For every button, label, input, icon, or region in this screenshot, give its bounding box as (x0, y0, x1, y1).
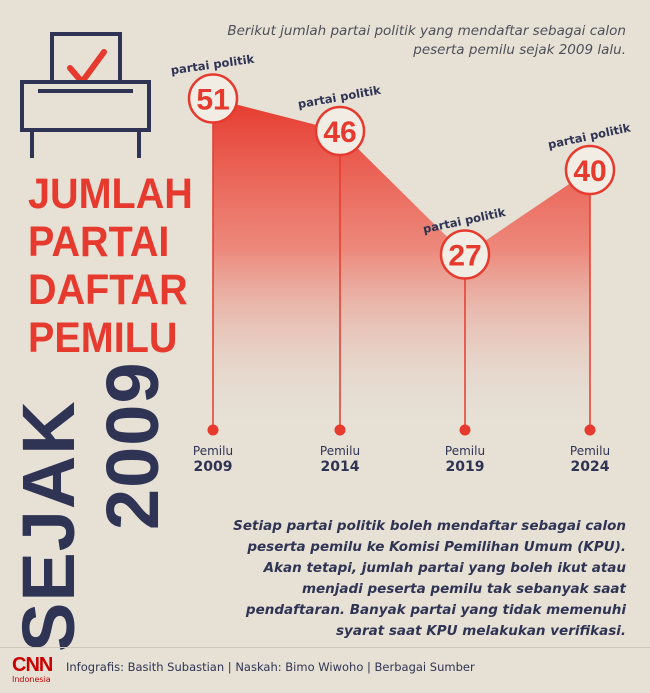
area-fill (213, 98, 590, 430)
value-label-2014: 46 (323, 116, 356, 149)
logo-sub: Indonesia (12, 675, 51, 684)
credits: Infografis: Basith Subastian | Naskah: B… (66, 660, 475, 674)
cnn-indonesia-logo: CNN Indonesia (12, 654, 53, 684)
baseline-dot-2024 (584, 424, 596, 436)
x-prefix-2014: Pemilu (320, 444, 360, 458)
title-line-3: DAFTAR (28, 266, 188, 314)
value-marker-2019 (439, 229, 491, 280)
title-line-1: JUMLAH (28, 170, 193, 218)
chart-title: JUMLAH PARTAI DAFTAR PEMILU (28, 170, 193, 362)
title-line-2: PARTAI (28, 218, 170, 266)
x-prefix-2019: Pemilu (445, 444, 485, 458)
value-marker-2014 (314, 105, 366, 157)
x-tick-2009: 2009 (194, 459, 233, 475)
value-marker-2024 (564, 144, 616, 196)
footer-divider (0, 647, 650, 648)
value-label-2009: 51 (196, 84, 229, 117)
logo-main: CNN (12, 654, 53, 676)
x-tick-2014: 2014 (321, 459, 360, 475)
value-label-2019: 27 (448, 240, 481, 273)
intro-text: Berikut jumlah partai politik yang menda… (227, 23, 626, 58)
baseline-dot-2014 (334, 424, 346, 436)
description-text: Setiap partai politik boleh mendaftar se… (233, 518, 626, 639)
value-marker-2009 (187, 73, 239, 124)
x-tick-2019: 2019 (446, 459, 485, 475)
x-prefix-2024: Pemilu (570, 444, 610, 458)
ballot-box-icon (20, 32, 151, 158)
x-prefix-2009: Pemilu (193, 444, 233, 458)
x-tick-2024: 2024 (571, 459, 610, 475)
baseline-dot-2019 (459, 424, 471, 436)
title-line-4: PEMILU (28, 314, 178, 362)
baseline-dot-2009 (207, 424, 219, 436)
value-label-2024: 40 (573, 155, 606, 188)
